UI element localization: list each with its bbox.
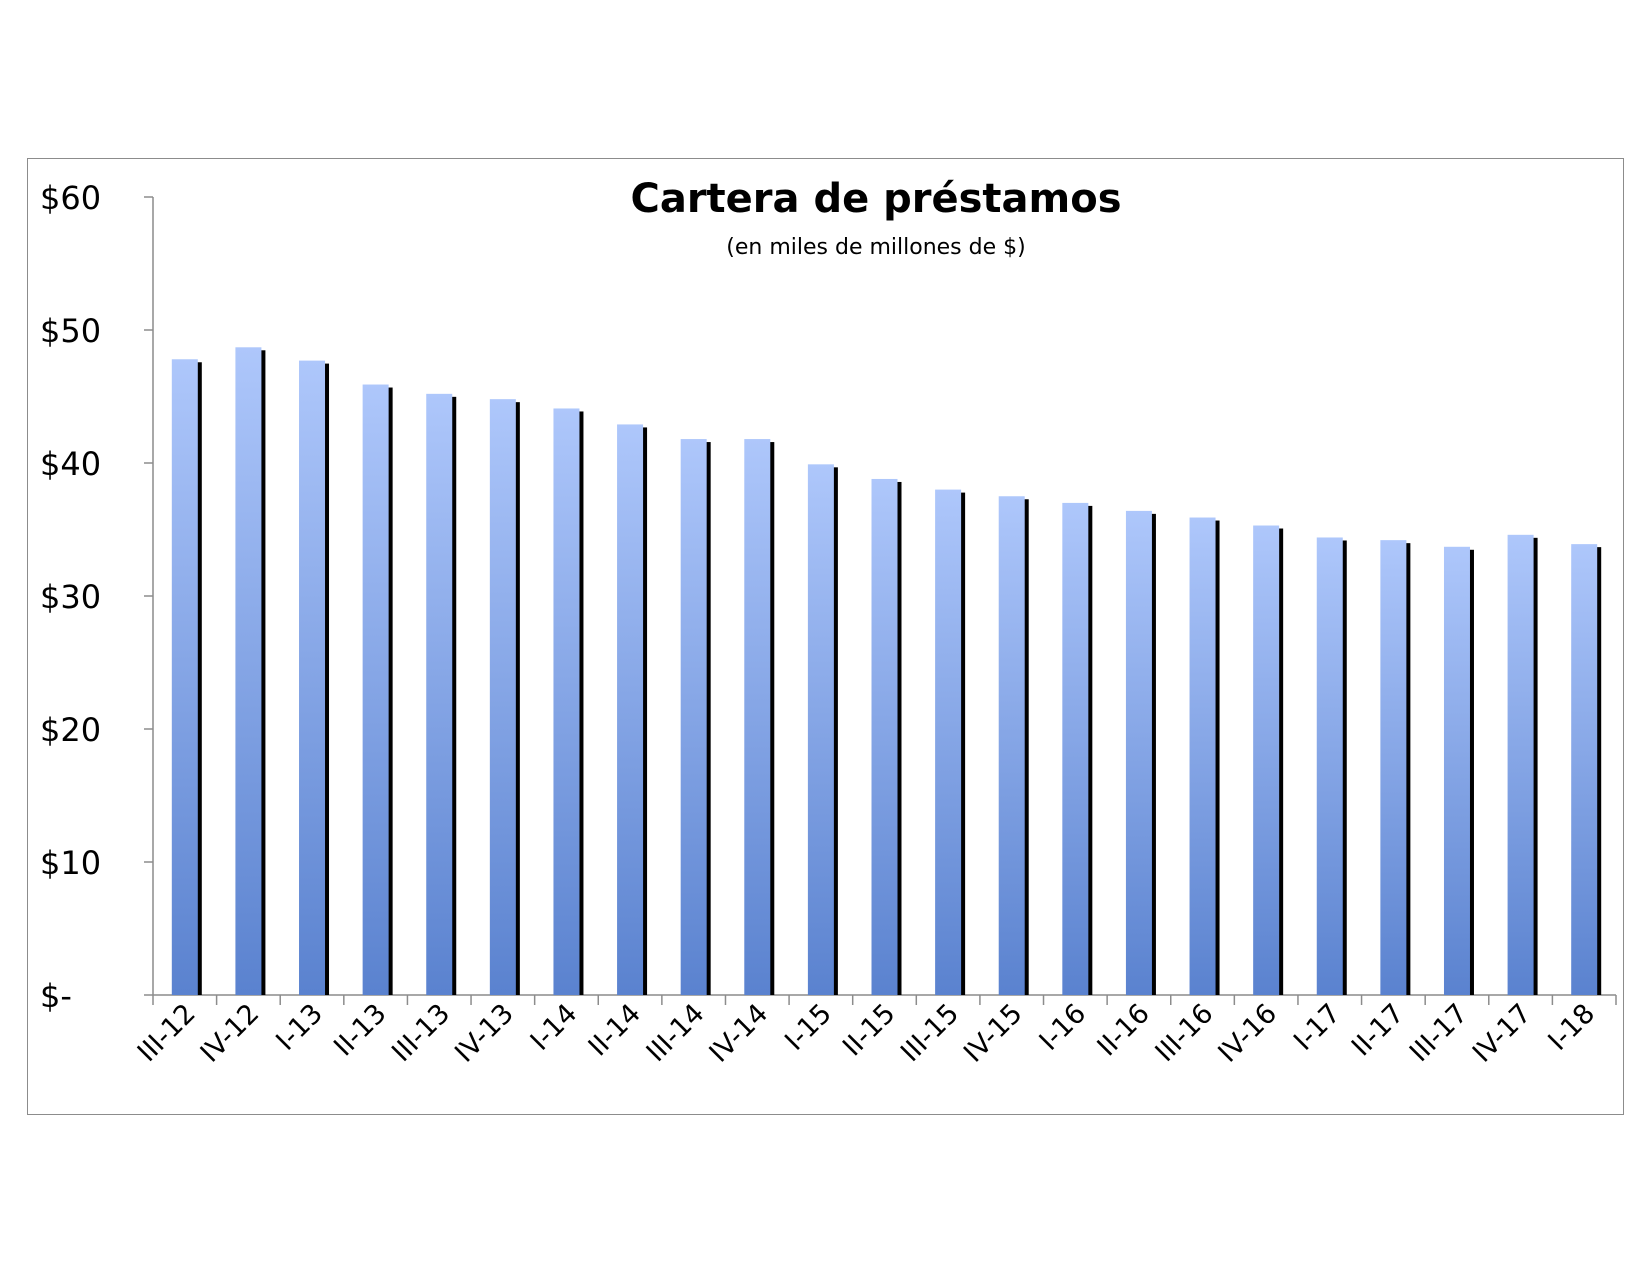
bar-IV-16 — [1253, 525, 1280, 995]
x-tick-label: III-16 — [1149, 998, 1219, 1068]
y-tick-label: $- — [40, 977, 72, 1015]
x-tick-label: I-16 — [1034, 998, 1093, 1057]
x-tick-label: III-17 — [1404, 998, 1474, 1068]
bar-III-13 — [426, 393, 453, 996]
x-tick-label: I-15 — [779, 998, 838, 1057]
x-tick-label: II-16 — [1092, 998, 1156, 1062]
x-tick-label: II-17 — [1346, 998, 1410, 1062]
y-tick-label: $40 — [40, 445, 101, 483]
x-tick-label: IV-16 — [1212, 998, 1283, 1069]
y-tick-label: $10 — [40, 844, 101, 882]
y-tick-label: $60 — [40, 179, 101, 217]
bar-II-15 — [871, 478, 898, 996]
x-tick-label: III-14 — [641, 998, 711, 1068]
y-tick-label: $20 — [40, 711, 101, 749]
bar-IV-14 — [744, 439, 771, 995]
bar-I-13 — [299, 360, 326, 996]
bar-II-17 — [1380, 540, 1407, 995]
y-tick-label: $50 — [40, 312, 101, 350]
bar-I-17 — [1316, 537, 1343, 995]
bar-I-18 — [1571, 544, 1598, 995]
x-tick-label: IV-14 — [704, 998, 775, 1069]
x-tick-label: I-18 — [1542, 998, 1601, 1057]
x-tick-label: II-13 — [328, 998, 392, 1062]
bar-I-15 — [807, 464, 834, 996]
x-tick-label: III-12 — [132, 998, 202, 1068]
x-tick-label: II-15 — [837, 998, 901, 1062]
bar-II-14 — [617, 424, 644, 995]
x-tick-label: I-14 — [525, 998, 584, 1057]
x-tick-label: IV-12 — [195, 998, 266, 1069]
x-tick-label: III-15 — [895, 998, 965, 1068]
bar-III-14 — [680, 439, 707, 995]
bar-I-16 — [1062, 502, 1089, 995]
x-tick-label: I-13 — [270, 998, 329, 1057]
bars — [171, 347, 1602, 996]
bar-I-14 — [553, 408, 580, 996]
x-tick-label: IV-17 — [1467, 998, 1538, 1069]
y-tick-label: $30 — [40, 578, 101, 616]
bar-III-12 — [171, 359, 198, 995]
x-tick-label: II-14 — [583, 998, 647, 1062]
x-tick-label: III-13 — [386, 998, 456, 1068]
bar-IV-15 — [998, 496, 1025, 995]
chart-subtitle: (en miles de millones de $) — [726, 235, 1025, 260]
bar-IV-17 — [1507, 534, 1534, 995]
x-tick-label: IV-13 — [449, 998, 520, 1069]
bar-II-13 — [362, 384, 389, 995]
bar-III-17 — [1443, 546, 1470, 995]
bar-III-16 — [1189, 517, 1216, 995]
y-axis: $- $10 $20 $30 $40 $50 $60 — [40, 179, 154, 1015]
bar-IV-13 — [489, 399, 516, 995]
bar-III-15 — [935, 489, 962, 995]
bar-II-16 — [1125, 510, 1152, 995]
bar-IV-12 — [235, 347, 262, 995]
x-tick-label: I-17 — [1288, 998, 1347, 1057]
chart-title: Cartera de préstamos — [630, 176, 1121, 222]
x-tick-label: IV-15 — [958, 998, 1029, 1069]
